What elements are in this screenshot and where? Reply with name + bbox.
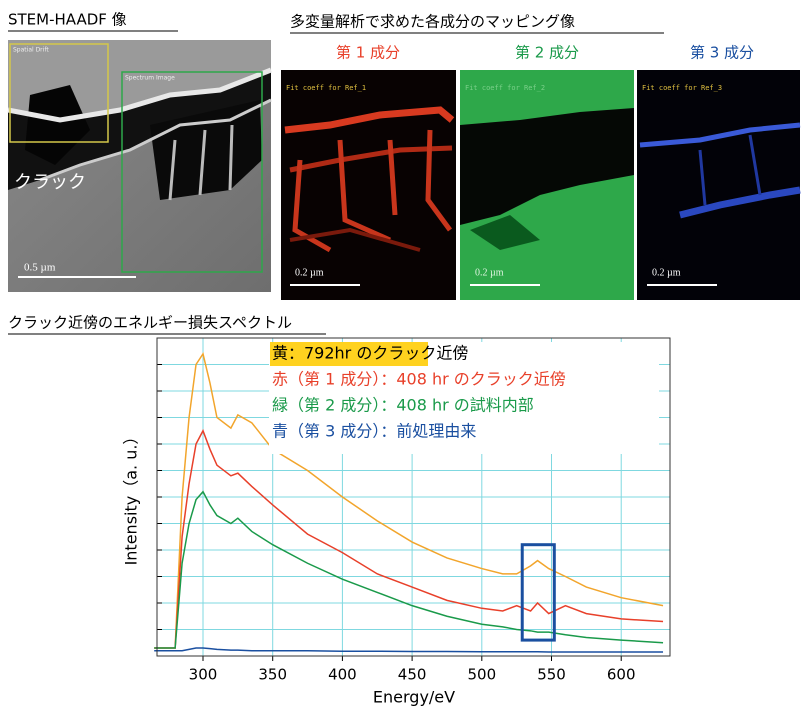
x-tick-label: 450 [398,666,427,684]
x-axis-label: Energy/eV [373,688,455,707]
crack-label: クラック [14,172,86,193]
legend-entry: 黄：792hr のクラック近傍 [272,344,468,363]
map-caption: Fit coeff for Ref_1 [286,84,366,92]
map-label: 第 2 成分 [515,44,579,62]
map-label: 第 3 成分 [690,44,754,62]
stem-title: STEM-HAADF 像 [8,11,127,29]
x-tick-label: 500 [467,666,496,684]
maps-title: 多変量解析で求めた各成分のマッピング像 [290,13,575,31]
map-1: Fit coeff for Ref_1 0.2 µm [281,70,456,300]
x-tick-label: 400 [328,666,357,684]
map-2: Fit coeff for Ref_2 0.2 µm [460,70,634,300]
legend-entry: 赤（第 1 成分）：408 hr のクラック近傍 [272,370,566,389]
scale-label: 0.2 µm [295,267,324,278]
x-tick-label: 600 [607,666,636,684]
scale-label: 0.2 µm [652,267,681,278]
scale-label: 0.5 µm [24,262,56,274]
stem-image: Spatial Drift Spectrum Image クラック 0.5 µm [8,40,271,292]
scale-label: 0.2 µm [475,267,504,278]
map-3: Fit coeff for Ref_3 0.2 µm [637,70,800,300]
x-tick-label: 300 [189,666,218,684]
x-tick-label: 350 [258,666,287,684]
map-caption: Fit coeff for Ref_2 [465,84,545,92]
chart-title: クラック近傍のエネルギー損失スペクトル [8,314,292,332]
box-label: Spectrum Image [125,75,175,82]
legend-entry: 緑（第 2 成分）：408 hr の試料内部 [272,396,534,415]
y-axis-label: Intensity（a. u.） [122,429,141,566]
legend-entry: 青（第 3 成分）：前処理由来 [272,422,476,441]
map-label: 第 1 成分 [336,44,400,62]
box-label: Spatial Drift [13,47,49,54]
x-tick-label: 550 [537,666,566,684]
map-caption: Fit coeff for Ref_3 [642,84,722,92]
figure: STEM-HAADF 像 Spatial Drift Spectrum Imag… [0,0,804,710]
